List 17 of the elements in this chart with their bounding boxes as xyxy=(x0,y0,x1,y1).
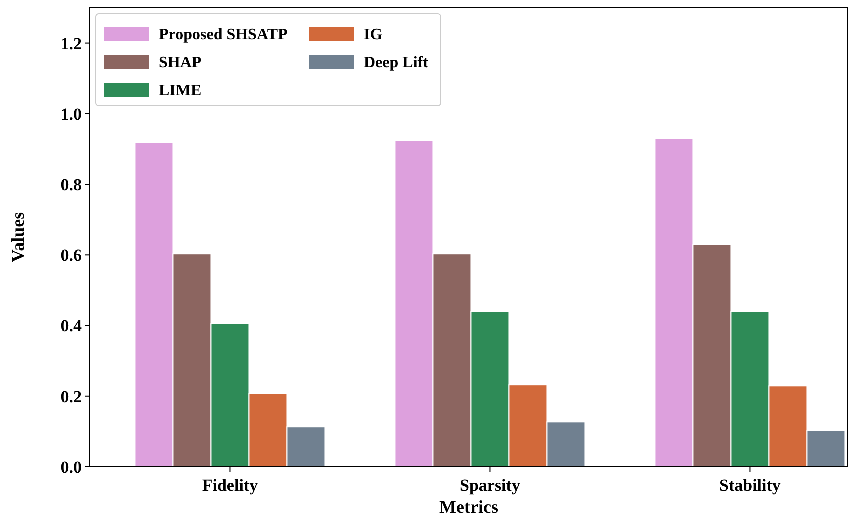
x-axis-title: Metrics xyxy=(440,497,498,517)
x-tick-label: Fidelity xyxy=(202,476,259,495)
y-tick-label: 0.8 xyxy=(60,175,82,194)
y-tick-label: 0.0 xyxy=(60,458,82,477)
y-tick-label: 0.6 xyxy=(60,246,82,266)
y-axis-title: Values xyxy=(8,212,28,263)
y-tick-label: 1.0 xyxy=(60,104,82,124)
y-tick-label: 1.2 xyxy=(60,34,82,54)
x-tick-label: Stability xyxy=(720,476,782,495)
legend-label: Deep Lift xyxy=(364,54,430,72)
legend-label: LIME xyxy=(159,82,202,100)
legend-label: Proposed SHSATP xyxy=(159,26,288,44)
y-tick-label: 0.4 xyxy=(60,316,82,336)
x-tick-label: Sparsity xyxy=(460,476,521,495)
legend-label: SHAP xyxy=(159,54,202,72)
y-tick-label: 0.2 xyxy=(60,387,82,406)
legend-label: IG xyxy=(364,26,384,44)
